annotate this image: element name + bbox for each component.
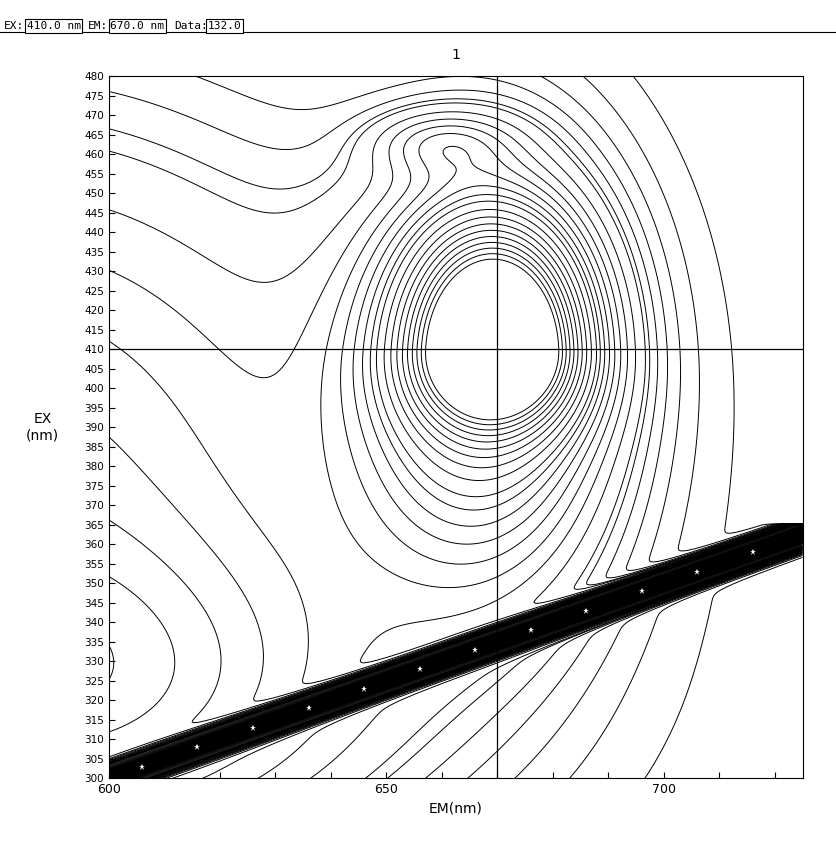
X-axis label: EM(nm): EM(nm) [429, 802, 482, 816]
Text: EX:: EX: [4, 21, 24, 31]
Text: 1: 1 [451, 48, 460, 62]
Text: 410.0 nm: 410.0 nm [27, 21, 81, 31]
Text: 132.0: 132.0 [207, 21, 241, 31]
Y-axis label: EX
(nm): EX (nm) [26, 412, 59, 442]
Text: Data:: Data: [174, 21, 207, 31]
Text: EM:: EM: [88, 21, 108, 31]
Text: 670.0 nm: 670.0 nm [110, 21, 165, 31]
